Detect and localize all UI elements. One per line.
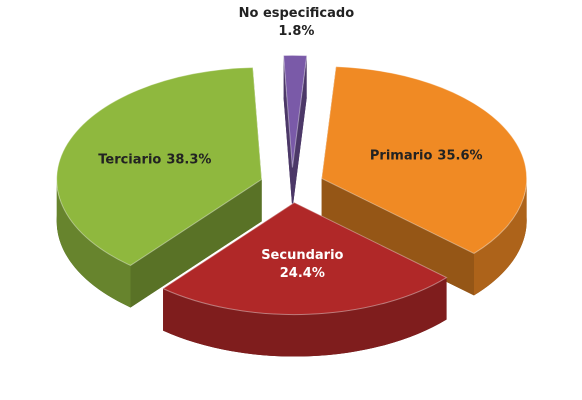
slice-label: Terciario 38.3%: [98, 152, 211, 167]
slice-wall: [163, 277, 447, 357]
value-label: 35.6%: [437, 148, 482, 163]
slice-side: [292, 55, 307, 210]
category-label: No especificado: [239, 6, 355, 21]
slice-label: Primario 35.6%: [370, 148, 483, 163]
slice-side: [321, 178, 474, 296]
category-label: Primario: [370, 148, 433, 163]
slice-wall: [473, 178, 527, 296]
value-label: 24.4%: [280, 265, 325, 280]
value-label: 38.3%: [166, 152, 211, 167]
category-label: Terciario: [98, 152, 161, 167]
slice: [56, 66, 263, 267]
slice-label: No especificado 1.8%: [239, 6, 355, 39]
slice: [321, 66, 528, 254]
slice-wall: [56, 179, 131, 308]
category-label: Secundario: [261, 247, 343, 262]
slice: [283, 54, 308, 168]
slice: [162, 201, 448, 316]
value-label: 1.8%: [278, 24, 314, 39]
slice-label: Secundario 24.4%: [261, 247, 343, 280]
slice-side: [130, 179, 262, 308]
slice-side: [283, 55, 293, 210]
